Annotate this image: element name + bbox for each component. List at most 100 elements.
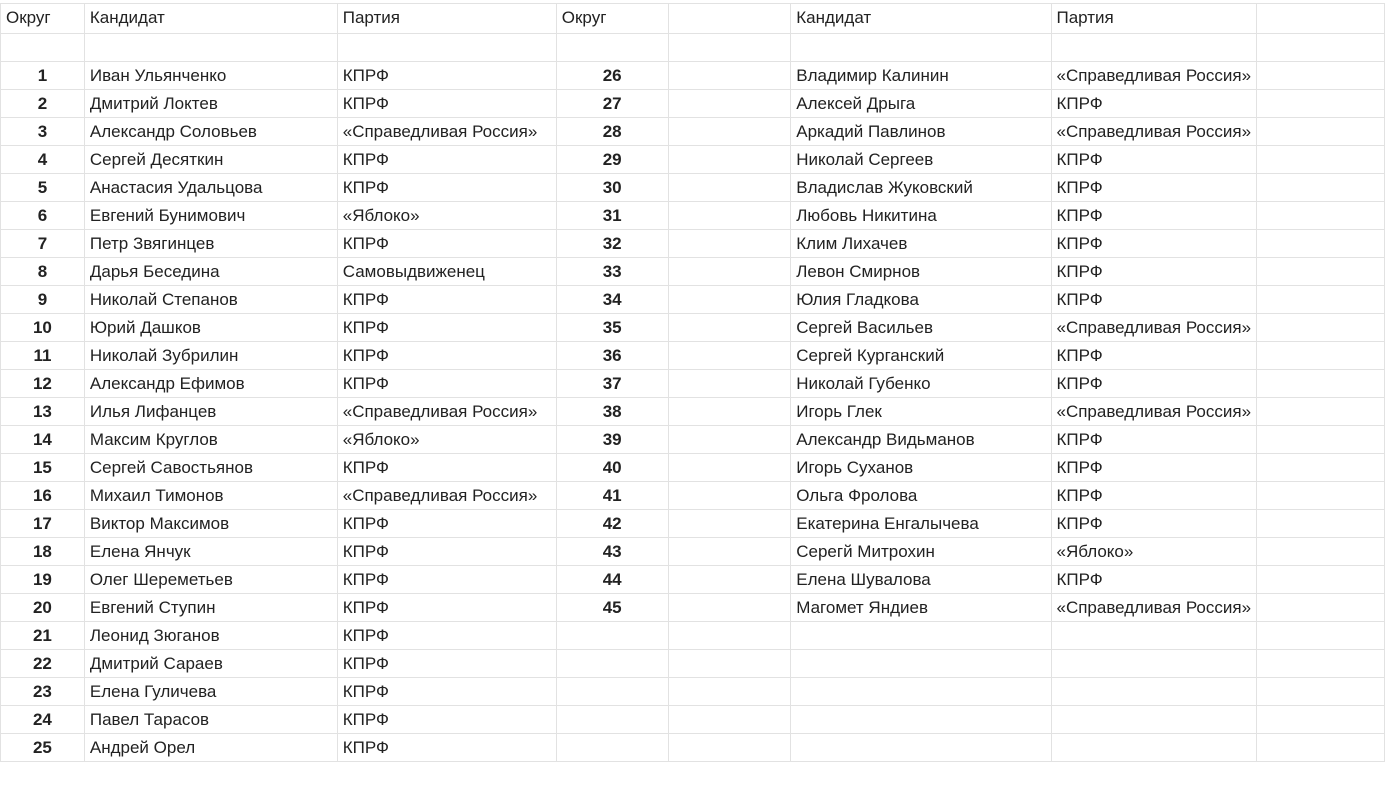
party-cell[interactable]: КПРФ: [1050, 425, 1258, 454]
cell[interactable]: [667, 593, 792, 622]
cell[interactable]: [1256, 565, 1385, 594]
cell[interactable]: [1256, 593, 1385, 622]
district-number-cell[interactable]: 13: [0, 397, 85, 426]
candidate-cell[interactable]: Евгений Ступин: [83, 593, 338, 622]
candidate-cell[interactable]: Игорь Глек: [790, 397, 1052, 426]
candidate-cell[interactable]: Екатерина Енгалычева: [790, 509, 1052, 538]
district-number-cell[interactable]: 5: [0, 173, 85, 202]
district-number-cell[interactable]: 10: [0, 313, 85, 342]
cell[interactable]: [1256, 33, 1385, 62]
candidate-cell[interactable]: Сергей Десяткин: [83, 145, 338, 174]
header-cell-district[interactable]: Округ: [0, 3, 85, 34]
cell[interactable]: [790, 33, 1052, 62]
candidate-cell[interactable]: Алексей Дрыга: [790, 89, 1052, 118]
cell[interactable]: [1256, 285, 1385, 314]
party-cell[interactable]: КПРФ: [1050, 285, 1258, 314]
cell[interactable]: [1050, 649, 1258, 678]
district-number-cell[interactable]: 32: [555, 229, 669, 258]
district-number-cell[interactable]: 7: [0, 229, 85, 258]
party-cell[interactable]: «Яблоко»: [336, 425, 557, 454]
header-cell-candidate[interactable]: Кандидат: [83, 3, 338, 34]
cell[interactable]: [1256, 341, 1385, 370]
party-cell[interactable]: КПРФ: [336, 509, 557, 538]
party-cell[interactable]: «Справедливая Россия»: [336, 481, 557, 510]
candidate-cell[interactable]: Олег Шереметьев: [83, 565, 338, 594]
cell[interactable]: [667, 89, 792, 118]
district-number-cell[interactable]: 40: [555, 453, 669, 482]
party-cell[interactable]: КПРФ: [336, 649, 557, 678]
party-cell[interactable]: КПРФ: [336, 229, 557, 258]
candidate-cell[interactable]: Ольга Фролова: [790, 481, 1052, 510]
cell[interactable]: [1256, 705, 1385, 734]
candidate-cell[interactable]: Анастасия Удальцова: [83, 173, 338, 202]
cell[interactable]: [1256, 481, 1385, 510]
cell[interactable]: [1256, 257, 1385, 286]
cell[interactable]: [667, 229, 792, 258]
cell[interactable]: [1256, 117, 1385, 146]
cell[interactable]: [1050, 33, 1258, 62]
party-cell[interactable]: КПРФ: [336, 705, 557, 734]
party-cell[interactable]: «Справедливая Россия»: [1050, 117, 1258, 146]
party-cell[interactable]: КПРФ: [336, 369, 557, 398]
candidate-cell[interactable]: Николай Зубрилин: [83, 341, 338, 370]
candidate-cell[interactable]: Николай Степанов: [83, 285, 338, 314]
party-cell[interactable]: КПРФ: [1050, 173, 1258, 202]
cell[interactable]: [667, 537, 792, 566]
cell[interactable]: [667, 453, 792, 482]
candidate-cell[interactable]: Любовь Никитина: [790, 201, 1052, 230]
district-number-cell[interactable]: 29: [555, 145, 669, 174]
candidate-cell[interactable]: Петр Звягинцев: [83, 229, 338, 258]
district-number-cell[interactable]: 35: [555, 313, 669, 342]
district-number-cell[interactable]: 39: [555, 425, 669, 454]
party-cell[interactable]: «Справедливая Россия»: [1050, 397, 1258, 426]
district-number-cell[interactable]: 41: [555, 481, 669, 510]
district-number-cell[interactable]: 38: [555, 397, 669, 426]
candidate-cell[interactable]: Александр Ефимов: [83, 369, 338, 398]
cell[interactable]: [1050, 733, 1258, 762]
candidate-cell[interactable]: Сергей Савостьянов: [83, 453, 338, 482]
cell[interactable]: [667, 3, 792, 34]
district-number-cell[interactable]: 18: [0, 537, 85, 566]
candidate-cell[interactable]: Михаил Тимонов: [83, 481, 338, 510]
party-cell[interactable]: «Справедливая Россия»: [336, 397, 557, 426]
cell[interactable]: [667, 397, 792, 426]
cell[interactable]: [667, 425, 792, 454]
candidate-cell[interactable]: Елена Янчук: [83, 537, 338, 566]
cell[interactable]: [667, 145, 792, 174]
cell[interactable]: [1256, 453, 1385, 482]
party-cell[interactable]: «Справедливая Россия»: [1050, 593, 1258, 622]
district-number-cell[interactable]: 27: [555, 89, 669, 118]
cell[interactable]: [1256, 61, 1385, 90]
cell[interactable]: [555, 621, 669, 650]
cell[interactable]: [667, 733, 792, 762]
cell[interactable]: [1256, 621, 1385, 650]
header-cell-party[interactable]: Партия: [336, 3, 557, 34]
party-cell[interactable]: КПРФ: [336, 313, 557, 342]
district-number-cell[interactable]: 3: [0, 117, 85, 146]
candidate-cell[interactable]: Елена Гуличева: [83, 677, 338, 706]
cell[interactable]: [667, 369, 792, 398]
cell[interactable]: [790, 705, 1052, 734]
party-cell[interactable]: КПРФ: [336, 89, 557, 118]
district-number-cell[interactable]: 30: [555, 173, 669, 202]
district-number-cell[interactable]: 4: [0, 145, 85, 174]
candidate-cell[interactable]: Александр Соловьев: [83, 117, 338, 146]
cell[interactable]: [667, 201, 792, 230]
district-number-cell[interactable]: 36: [555, 341, 669, 370]
party-cell[interactable]: Самовыдвиженец: [336, 257, 557, 286]
candidate-cell[interactable]: Андрей Орел: [83, 733, 338, 762]
district-number-cell[interactable]: 12: [0, 369, 85, 398]
header-cell-party[interactable]: Партия: [1050, 3, 1258, 34]
cell[interactable]: [1256, 649, 1385, 678]
cell[interactable]: [1256, 3, 1385, 34]
district-number-cell[interactable]: 45: [555, 593, 669, 622]
cell[interactable]: [667, 705, 792, 734]
district-number-cell[interactable]: 26: [555, 61, 669, 90]
cell[interactable]: [336, 33, 557, 62]
cell[interactable]: [555, 677, 669, 706]
candidate-cell[interactable]: Владислав Жуковский: [790, 173, 1052, 202]
cell[interactable]: [1256, 677, 1385, 706]
cell[interactable]: [1256, 733, 1385, 762]
district-number-cell[interactable]: 17: [0, 509, 85, 538]
candidate-cell[interactable]: Иван Ульянченко: [83, 61, 338, 90]
